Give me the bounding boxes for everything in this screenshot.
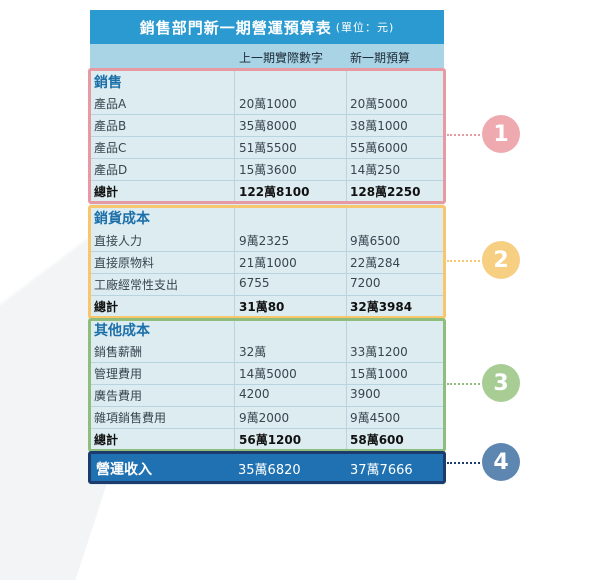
row-label: 雜項銷售費用	[94, 411, 167, 425]
table-row: 產品D 15萬3600 14萬250	[90, 158, 444, 181]
budget-value: 14萬250	[350, 163, 401, 177]
table-row: 產品B 35萬8000 38萬1000	[90, 114, 444, 137]
previous-value: 21萬1000	[239, 256, 297, 270]
total-row: 總計 122萬8100 128萬2250	[90, 180, 444, 202]
budget-value: 20萬5000	[350, 97, 408, 111]
marker-1: 1	[482, 115, 520, 153]
section-other-costs: 其他成本 銷售薪酬 32萬 33萬1200 管理費用 14萬5000 15萬10…	[90, 320, 444, 451]
column-divider	[346, 206, 347, 318]
title-unit: (單位：元)	[335, 21, 395, 34]
income-label: 營運收入	[96, 462, 152, 478]
table-row: 直接原物料 21萬1000 22萬284	[90, 251, 444, 274]
budget-value: 3900	[350, 387, 381, 401]
previous-value: 51萬5500	[239, 141, 297, 155]
total-label: 總計	[94, 300, 119, 314]
previous-value: 15萬3600	[239, 163, 297, 177]
frame-section-2	[88, 205, 446, 319]
previous-value: 35萬8000	[239, 119, 297, 133]
previous-value: 20萬1000	[239, 97, 297, 111]
row-label: 直接原物料	[94, 256, 155, 270]
budget-value: 33萬1200	[350, 345, 408, 359]
total-row: 總計 31萬80 32萬3984	[90, 295, 444, 317]
budget-value: 7200	[350, 276, 381, 290]
table-row: 產品A 20萬1000 20萬5000	[90, 92, 444, 115]
title-text: 銷售部門新一期營運預算表	[139, 18, 332, 37]
budget-total: 32萬3984	[350, 300, 413, 314]
budget-value: 38萬1000	[350, 119, 408, 133]
row-label: 管理費用	[94, 367, 143, 381]
budget-total: 58萬600	[350, 433, 404, 447]
budget-total: 128萬2250	[350, 185, 421, 199]
section-title: 其他成本	[94, 323, 150, 339]
row-label: 產品A	[94, 97, 127, 111]
column-header-row: 上一期實際數字 新一期預算	[90, 44, 444, 69]
connector-3	[447, 383, 480, 385]
row-label: 工廠經常性支出	[94, 278, 179, 292]
row-label: 廣告費用	[94, 389, 143, 403]
connector-4	[447, 462, 480, 464]
previous-value: 9萬2325	[239, 234, 290, 248]
table-row: 管理費用 14萬5000 15萬1000	[90, 362, 444, 385]
total-label: 總計	[94, 433, 119, 447]
budget-table	[90, 10, 444, 485]
previous-value: 4200	[239, 387, 270, 401]
connector-1	[447, 134, 480, 136]
marker-3: 3	[482, 364, 520, 402]
section-sales: 銷售 產品A 20萬1000 20萬5000 產品B 35萬8000 38萬10…	[90, 69, 444, 203]
frame-section-3	[88, 318, 446, 452]
frame-section-4	[88, 451, 446, 484]
row-label: 產品D	[94, 163, 128, 177]
previous-total: 122萬8100	[239, 185, 310, 199]
previous-income: 35萬6820	[238, 463, 301, 478]
budget-value: 55萬6000	[350, 141, 408, 155]
connector-2	[447, 260, 480, 262]
budget-value: 15萬1000	[350, 367, 408, 381]
section-title: 銷售	[94, 75, 122, 91]
table-row: 工廠經常性支出 6755 7200	[90, 273, 444, 296]
table-row: 產品C 51萬5500 55萬6000	[90, 136, 444, 159]
section-cost-of-goods: 銷貨成本 直接人力 9萬2325 9萬6500 直接原物料 21萬1000 22…	[90, 206, 444, 318]
table-row: 雜項銷售費用 9萬2000 9萬4500	[90, 406, 444, 429]
previous-value: 32萬	[239, 345, 267, 359]
total-row: 總計 56萬1200 58萬600	[90, 428, 444, 450]
marker-2: 2	[482, 241, 520, 279]
header-previous-actual: 上一期實際數字	[239, 51, 324, 65]
table-row: 直接人力 9萬2325 9萬6500	[90, 229, 444, 252]
previous-total: 31萬80	[239, 300, 285, 314]
row-label: 產品C	[94, 141, 127, 155]
operating-income-row: 營運收入 35萬6820 37萬7666	[90, 452, 444, 482]
row-label: 直接人力	[94, 234, 143, 248]
previous-value: 6755	[239, 276, 270, 290]
previous-total: 56萬1200	[239, 433, 302, 447]
row-label: 產品B	[94, 119, 127, 133]
budget-income: 37萬7666	[350, 463, 413, 478]
column-divider	[346, 320, 347, 451]
budget-value: 9萬6500	[350, 234, 401, 248]
table-row: 銷售薪酬 32萬 33萬1200	[90, 340, 444, 363]
header-new-budget: 新一期預算	[350, 51, 411, 65]
frame-section-1	[88, 68, 446, 204]
total-label: 總計	[94, 185, 119, 199]
column-divider	[234, 206, 235, 318]
row-label: 銷售薪酬	[94, 345, 143, 359]
previous-value: 9萬2000	[239, 411, 290, 425]
previous-value: 14萬5000	[239, 367, 297, 381]
budget-value: 22萬284	[350, 256, 401, 270]
column-divider	[234, 320, 235, 451]
table-row: 廣告費用 4200 3900	[90, 384, 444, 407]
marker-4: 4	[482, 443, 520, 481]
table-title: 銷售部門新一期營運預算表 (單位：元)	[90, 10, 444, 44]
section-title: 銷貨成本	[94, 211, 150, 227]
budget-value: 9萬4500	[350, 411, 401, 425]
